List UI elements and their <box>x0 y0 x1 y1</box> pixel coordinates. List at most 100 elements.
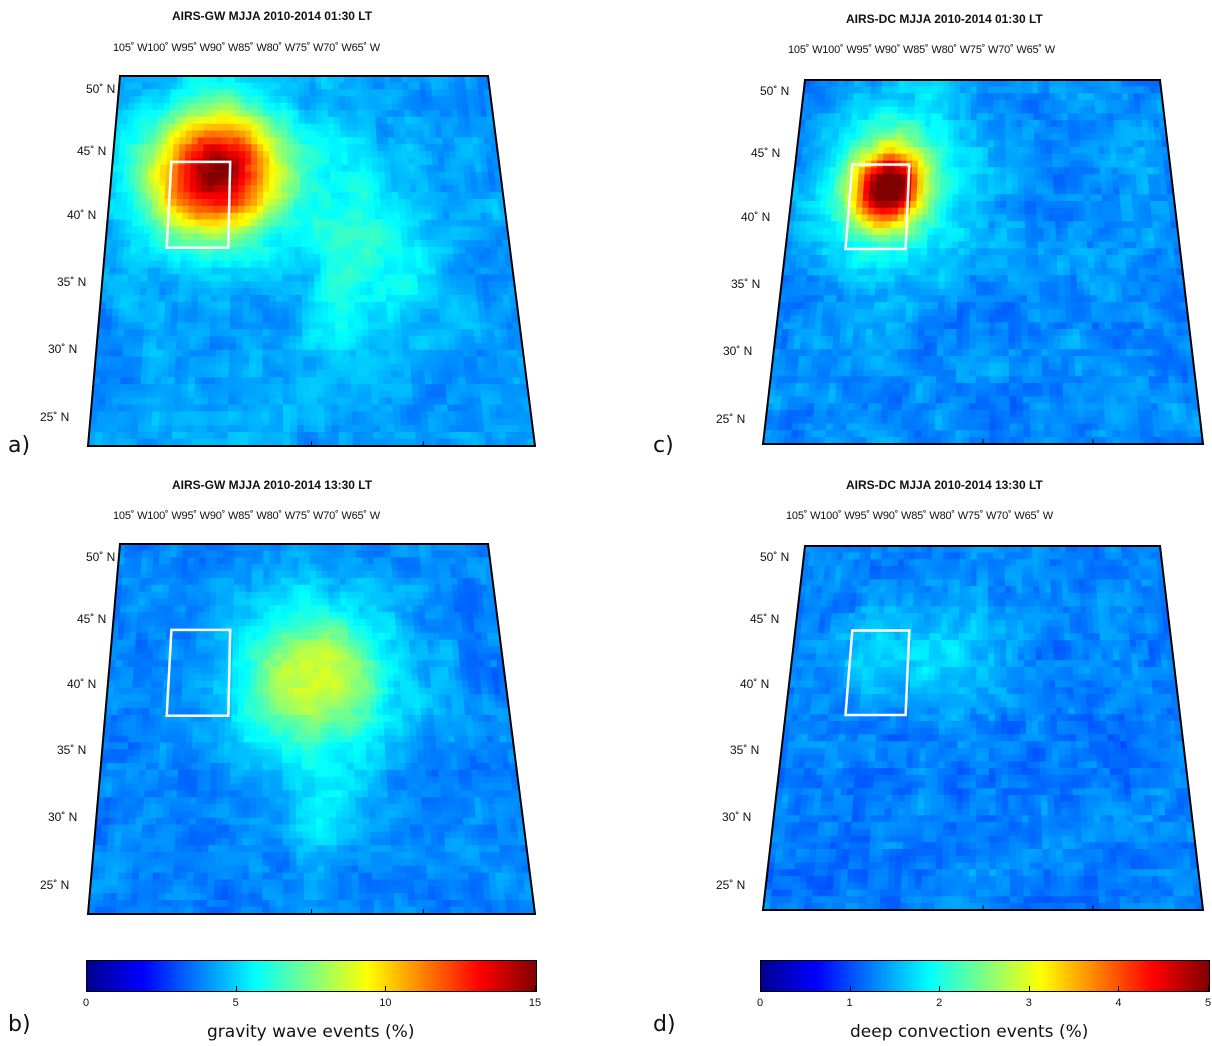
data-cell <box>1111 174 1120 182</box>
data-cell <box>359 438 368 447</box>
data-cell <box>131 404 140 413</box>
data-cell <box>163 322 172 330</box>
data-cell <box>154 370 163 378</box>
data-cell <box>824 99 832 108</box>
data-cell <box>501 288 510 296</box>
data-cell <box>509 356 519 365</box>
data-cell <box>235 390 243 399</box>
data-cell <box>460 267 469 275</box>
data-cell <box>414 336 423 344</box>
data-cell <box>370 130 378 138</box>
data-cell <box>220 431 229 440</box>
data-cell <box>464 240 473 248</box>
data-cell <box>263 226 270 234</box>
data-cell <box>404 116 412 125</box>
data-cell <box>1045 126 1052 135</box>
data-cell <box>1151 214 1159 222</box>
data-cell <box>438 103 446 111</box>
data-cell <box>269 89 276 97</box>
data-cell <box>229 349 237 358</box>
data-cell <box>442 349 451 358</box>
data-cell <box>421 336 430 344</box>
data-cell <box>135 89 143 97</box>
data-cell <box>378 82 386 91</box>
data-cell <box>859 86 866 94</box>
data-cell <box>371 157 379 166</box>
data-cell <box>269 411 277 419</box>
data-cell <box>1115 214 1123 222</box>
data-cell <box>153 377 162 385</box>
data-cell <box>507 390 516 399</box>
data-cell <box>332 75 340 84</box>
data-cell <box>330 377 338 385</box>
data-cell <box>965 79 972 87</box>
data-cell <box>837 207 845 216</box>
data-cell <box>852 174 860 182</box>
data-cell <box>466 96 475 104</box>
data-cell <box>460 89 468 97</box>
data-cell <box>948 113 955 121</box>
data-cell <box>964 147 972 155</box>
data-cell <box>243 260 251 269</box>
data-cell <box>401 329 409 337</box>
data-cell <box>387 123 395 132</box>
data-cell <box>861 214 869 222</box>
data-cell <box>488 281 496 289</box>
data-cell <box>1117 174 1125 182</box>
data-cell <box>245 109 253 118</box>
data-cell <box>356 103 364 111</box>
data-cell <box>314 288 322 296</box>
data-cell <box>202 171 210 180</box>
data-cell <box>928 201 936 209</box>
data-cell <box>158 418 167 426</box>
data-cell <box>891 214 899 222</box>
data-cell <box>429 356 438 365</box>
data-cell <box>313 253 321 262</box>
data-cell <box>921 234 929 243</box>
data-cell <box>166 274 174 282</box>
data-cell <box>490 301 499 310</box>
data-cell <box>154 151 162 159</box>
data-cell <box>501 397 510 406</box>
data-cell <box>168 240 176 248</box>
data-cell <box>243 308 251 317</box>
data-cell <box>424 370 433 378</box>
data-cell <box>1156 153 1165 162</box>
data-cell <box>126 383 135 392</box>
data-cell <box>374 103 382 111</box>
data-cell <box>982 194 990 202</box>
data-cell <box>126 130 134 138</box>
data-cell <box>393 123 401 132</box>
data-cell <box>473 151 481 159</box>
data-cell <box>122 349 130 358</box>
data-cell <box>149 336 158 344</box>
data-cell <box>289 390 298 399</box>
data-cell <box>474 219 483 227</box>
data-cell <box>1147 180 1156 189</box>
data-cell <box>479 383 488 392</box>
data-cell <box>344 390 352 399</box>
data-cell <box>437 288 445 296</box>
data-cell <box>231 212 239 221</box>
data-cell <box>335 157 343 166</box>
data-cell <box>1012 228 1020 236</box>
data-cell <box>185 438 194 447</box>
data-cell <box>114 363 123 371</box>
data-cell <box>394 431 403 440</box>
data-cell <box>337 219 345 227</box>
data-cell <box>837 201 846 209</box>
data-cell <box>873 120 881 128</box>
data-cell <box>1030 207 1038 216</box>
data-cell <box>166 151 174 159</box>
data-cell <box>480 390 489 399</box>
data-cell <box>412 301 421 310</box>
data-cell <box>800 214 808 222</box>
data-cell <box>1108 133 1116 141</box>
data-cell <box>162 349 170 358</box>
data-cell <box>251 144 258 152</box>
data-cell <box>115 267 123 275</box>
data-cell <box>296 431 305 440</box>
data-cell <box>352 144 360 152</box>
data-cell <box>124 418 133 426</box>
data-cell <box>374 329 383 337</box>
